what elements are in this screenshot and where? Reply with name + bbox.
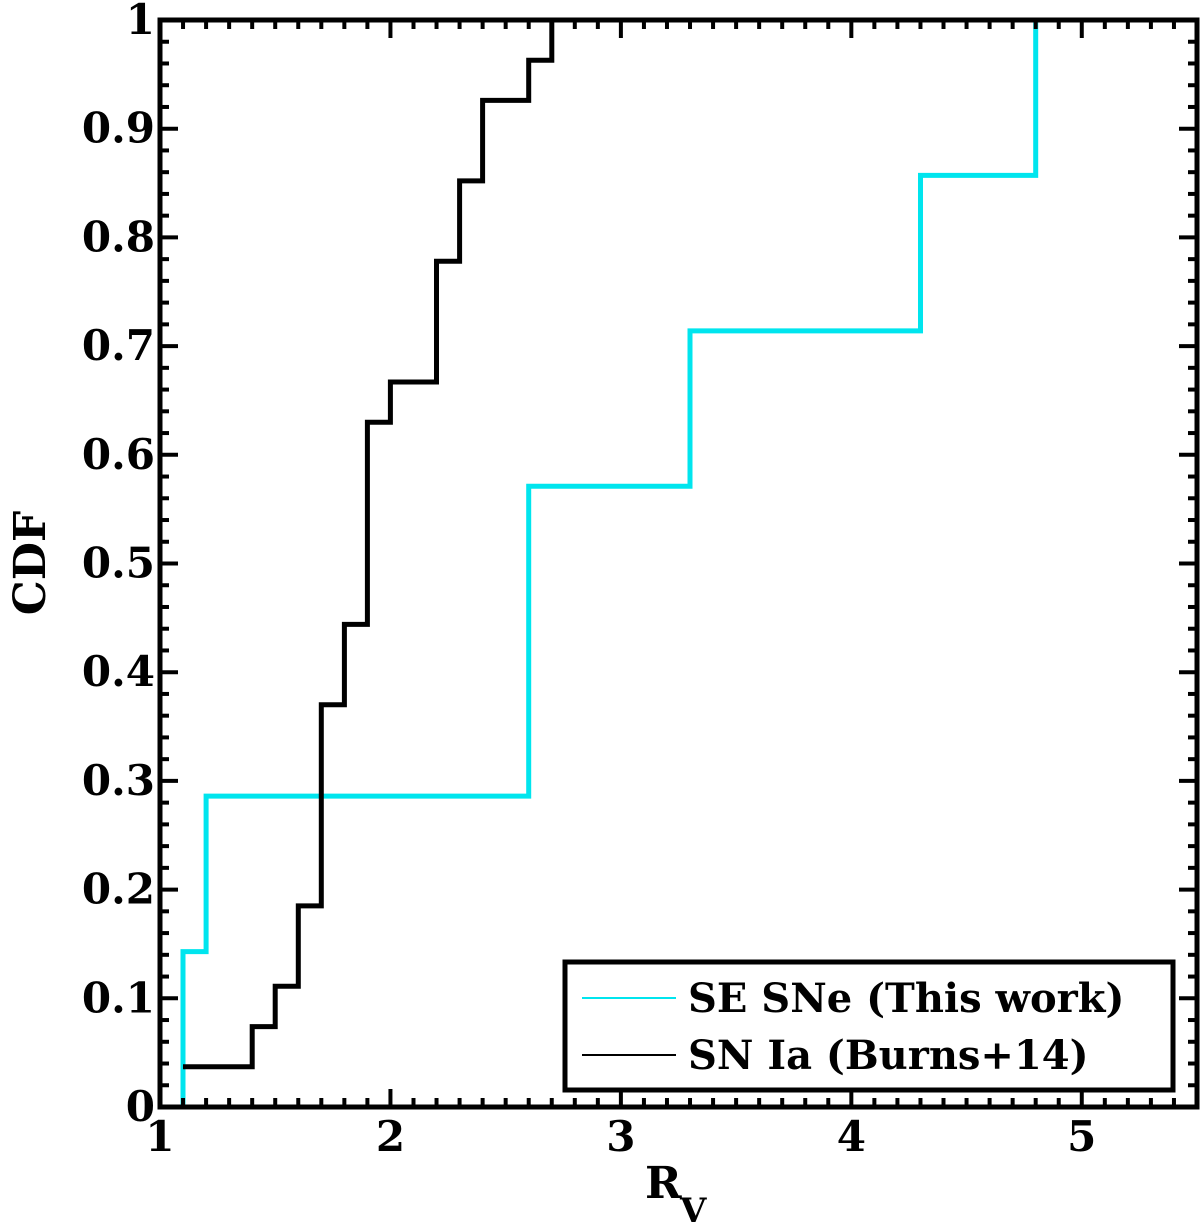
tick-labels: 1 2 3 4 5 0 0.1 0.2 0.3 0.4 0.5 0.6 0.7 0.8 0.9 1 bbox=[82, 0, 1096, 1161]
y-tick-label: 0.7 bbox=[82, 321, 155, 370]
y-tick-label: 0.2 bbox=[82, 865, 155, 914]
series-layer bbox=[180, 20, 1039, 1107]
legend-label-sn-ia: SN Ia (Burns+14) bbox=[688, 1032, 1089, 1079]
x-axis-title-subscript: V bbox=[679, 1191, 707, 1225]
x-tick-label: 1 bbox=[145, 1112, 174, 1161]
legend-box bbox=[562, 959, 1176, 1093]
legend-label-se-sne: SE SNe (This work) bbox=[688, 975, 1124, 1022]
legend: SE SNe (This work) SN Ia (Burns+14) bbox=[562, 959, 1176, 1093]
series-line-1 bbox=[183, 20, 555, 1070]
x-tick-label: 2 bbox=[376, 1112, 405, 1161]
y-tick-label: 0.9 bbox=[82, 104, 155, 153]
y-tick-label: 1 bbox=[126, 0, 155, 44]
x-tick-label: 5 bbox=[1067, 1112, 1096, 1161]
y-tick-label: 0.3 bbox=[82, 756, 155, 805]
series-line-0 bbox=[180, 20, 1039, 1107]
plot-frame bbox=[157, 17, 1200, 1110]
ticks-layer bbox=[158, 18, 1199, 1109]
y-axis-title: CDF bbox=[5, 511, 56, 615]
y-tick-label: 0.5 bbox=[82, 539, 155, 588]
y-tick-label: 0.6 bbox=[82, 430, 155, 479]
y-tick-label: 0.8 bbox=[82, 212, 155, 261]
y-tick-label: 0.4 bbox=[82, 647, 155, 696]
y-tick-label: 0.1 bbox=[82, 973, 155, 1022]
x-tick-label: 3 bbox=[606, 1112, 635, 1161]
y-tick-label: 0 bbox=[126, 1082, 155, 1131]
x-axis-title: R bbox=[645, 1158, 682, 1209]
x-tick-label: 4 bbox=[837, 1112, 866, 1161]
